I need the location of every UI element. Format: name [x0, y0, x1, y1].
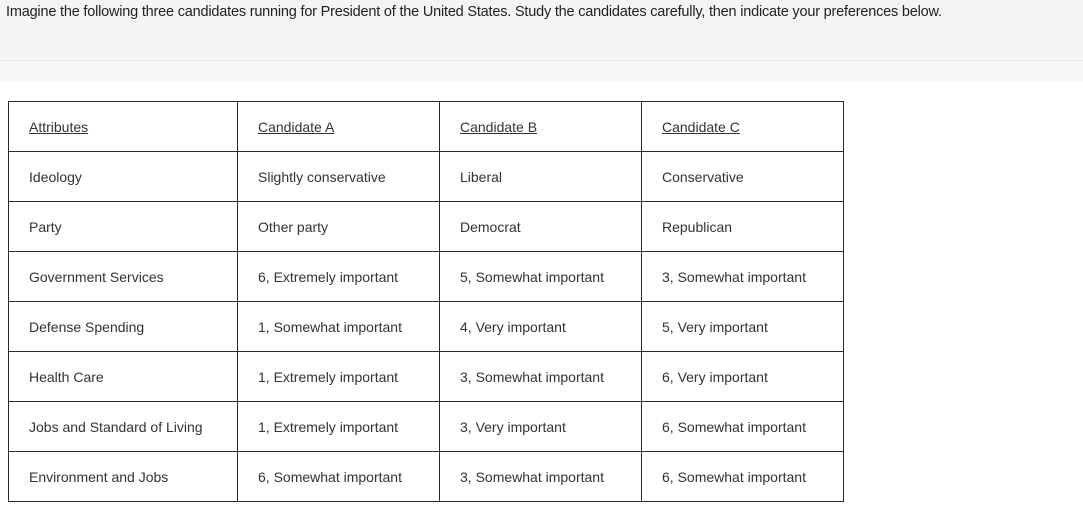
candidate-b-cell: Democrat: [439, 201, 642, 252]
table-row: Ideology Slightly conservative Liberal C…: [8, 151, 844, 202]
attribute-cell: Ideology: [8, 151, 238, 202]
candidate-c-cell: 6, Somewhat important: [641, 451, 844, 502]
candidate-c-cell: 6, Very important: [641, 351, 844, 402]
candidate-b-cell: Liberal: [439, 151, 642, 202]
candidate-b-cell: 3, Somewhat important: [439, 451, 642, 502]
header-candidate-b-label: Candidate B: [460, 118, 538, 135]
attribute-cell: Environment and Jobs: [8, 451, 238, 502]
candidate-c-cell: Republican: [641, 201, 844, 252]
candidate-a-cell: 6, Somewhat important: [237, 451, 440, 502]
header-candidate-a: Candidate A: [237, 101, 440, 152]
question-divider: [0, 60, 1083, 82]
table-row: Environment and Jobs 6, Somewhat importa…: [8, 451, 844, 502]
header-candidate-c: Candidate C: [641, 101, 844, 152]
header-candidate-a-label: Candidate A: [258, 118, 335, 135]
attribute-cell: Government Services: [8, 251, 238, 302]
attribute-cell: Party: [8, 201, 238, 252]
header-candidate-b: Candidate B: [439, 101, 642, 152]
candidate-a-cell: 1, Extremely important: [237, 401, 440, 452]
candidates-table: Attributes Candidate A Candidate B Candi…: [8, 101, 844, 502]
table-row: Health Care 1, Extremely important 3, So…: [8, 351, 844, 402]
candidate-a-cell: 6, Extremely important: [237, 251, 440, 302]
table-row: Jobs and Standard of Living 1, Extremely…: [8, 401, 844, 452]
header-candidate-c-label: Candidate C: [662, 118, 740, 135]
question-header: Imagine the following three candidates r…: [0, 0, 1083, 60]
attribute-cell: Defense Spending: [8, 301, 238, 352]
attribute-cell: Jobs and Standard of Living: [8, 401, 238, 452]
header-attributes: Attributes: [8, 101, 238, 152]
candidate-c-cell: Conservative: [641, 151, 844, 202]
table-header-row: Attributes Candidate A Candidate B Candi…: [8, 101, 844, 152]
candidate-a-cell: 1, Extremely important: [237, 351, 440, 402]
attribute-cell: Health Care: [8, 351, 238, 402]
table-row: Party Other party Democrat Republican: [8, 201, 844, 252]
question-text: Imagine the following three candidates r…: [6, 4, 942, 20]
candidate-c-cell: 5, Very important: [641, 301, 844, 352]
candidate-a-cell: Slightly conservative: [237, 151, 440, 202]
candidate-a-cell: Other party: [237, 201, 440, 252]
candidate-b-cell: 3, Very important: [439, 401, 642, 452]
header-attributes-label: Attributes: [29, 118, 89, 135]
candidate-c-cell: 3, Somewhat important: [641, 251, 844, 302]
candidate-a-cell: 1, Somewhat important: [237, 301, 440, 352]
table-row: Defense Spending 1, Somewhat important 4…: [8, 301, 844, 352]
candidate-b-cell: 4, Very important: [439, 301, 642, 352]
candidate-c-cell: 6, Somewhat important: [641, 401, 844, 452]
candidate-b-cell: 3, Somewhat important: [439, 351, 642, 402]
candidate-b-cell: 5, Somewhat important: [439, 251, 642, 302]
table-row: Government Services 6, Extremely importa…: [8, 251, 844, 302]
